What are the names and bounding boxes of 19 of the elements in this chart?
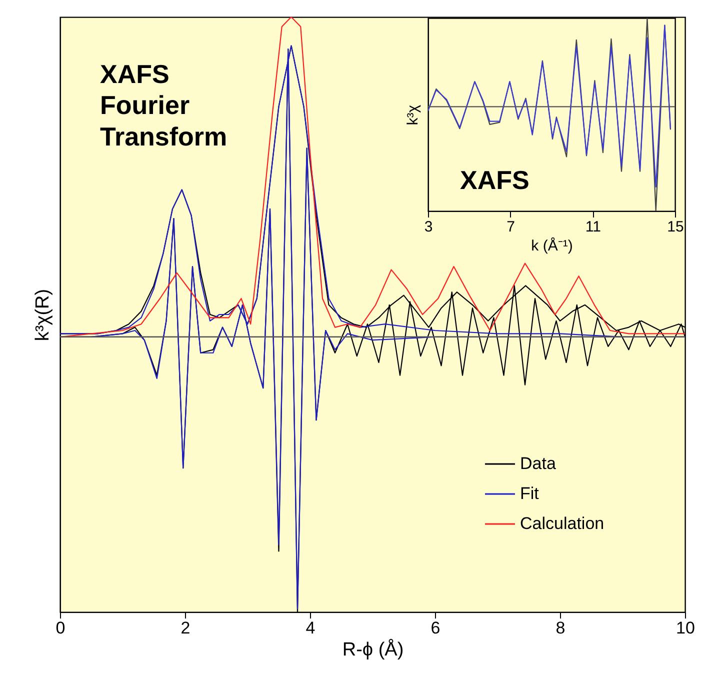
annotation: XAFS Fourier Transform <box>100 59 228 152</box>
x-axis-title: k (Å⁻¹) <box>531 236 573 254</box>
x-tick-label: 4 <box>306 618 316 638</box>
x-tick-label: 2 <box>180 618 190 638</box>
x-tick-label: 11 <box>585 218 601 236</box>
x-tick-label: 10 <box>676 618 695 638</box>
x-tick-label: 0 <box>56 618 66 638</box>
x-tick-label: 3 <box>424 218 433 236</box>
legend-label: Calculation <box>520 514 604 533</box>
x-tick-label: 8 <box>556 618 566 638</box>
x-tick-label: 6 <box>430 618 440 638</box>
x-tick-label: 15 <box>667 218 684 236</box>
y-axis-title: k³χ(R) <box>32 288 54 342</box>
legend-label: Fit <box>520 484 540 503</box>
legend-label: Data <box>520 454 556 473</box>
x-axis-title: R-ϕ (Å) <box>342 638 404 660</box>
annotation: XAFS <box>460 165 530 195</box>
y-axis-title: k³χ <box>404 104 422 126</box>
x-tick-label: 7 <box>506 218 516 236</box>
